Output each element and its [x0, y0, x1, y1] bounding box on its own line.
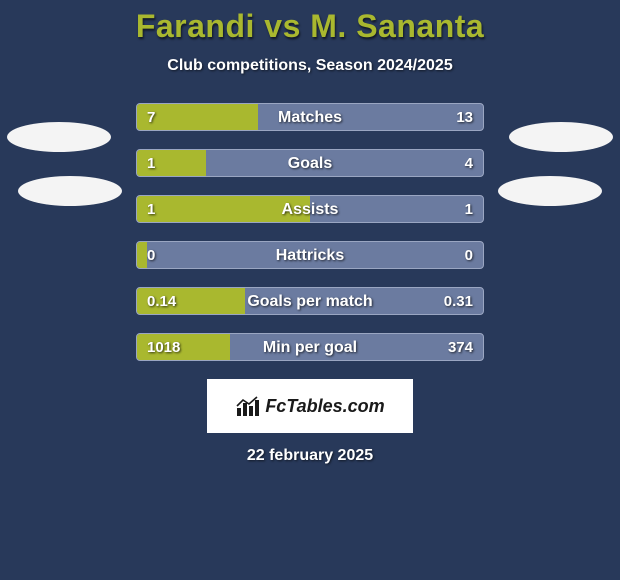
bar-label: Hattricks [137, 242, 483, 269]
bar-row: 0.14Goals per match0.31 [136, 287, 484, 315]
bar-row: 1Goals4 [136, 149, 484, 177]
bar-label: Goals per match [137, 288, 483, 315]
bar-value-right: 374 [448, 334, 473, 361]
bar-label: Matches [137, 104, 483, 131]
brand-chart-icon [235, 396, 261, 416]
bar-row: 0Hattricks0 [136, 241, 484, 269]
player-left-logo-1 [7, 122, 111, 152]
bar-label: Goals [137, 150, 483, 177]
bar-label: Assists [137, 196, 483, 223]
bar-row: 1Assists1 [136, 195, 484, 223]
date-line: 22 february 2025 [0, 447, 620, 465]
bar-value-right: 4 [465, 150, 473, 177]
player-right-logo-1 [509, 122, 613, 152]
subtitle: Club competitions, Season 2024/2025 [0, 57, 620, 75]
bar-row: 7Matches13 [136, 103, 484, 131]
brand-box: FcTables.com [207, 379, 413, 433]
bar-value-right: 13 [456, 104, 473, 131]
bar-label: Min per goal [137, 334, 483, 361]
brand-text: FcTables.com [265, 396, 384, 417]
page-title: Farandi vs M. Sananta [0, 8, 620, 45]
bar-value-right: 0 [465, 242, 473, 269]
player-right-logo-2 [498, 176, 602, 206]
bar-row: 1018Min per goal374 [136, 333, 484, 361]
player-left-logo-2 [18, 176, 122, 206]
comparison-bars: 7Matches131Goals41Assists10Hattricks00.1… [136, 103, 484, 361]
bar-value-right: 1 [465, 196, 473, 223]
bar-value-right: 0.31 [444, 288, 473, 315]
